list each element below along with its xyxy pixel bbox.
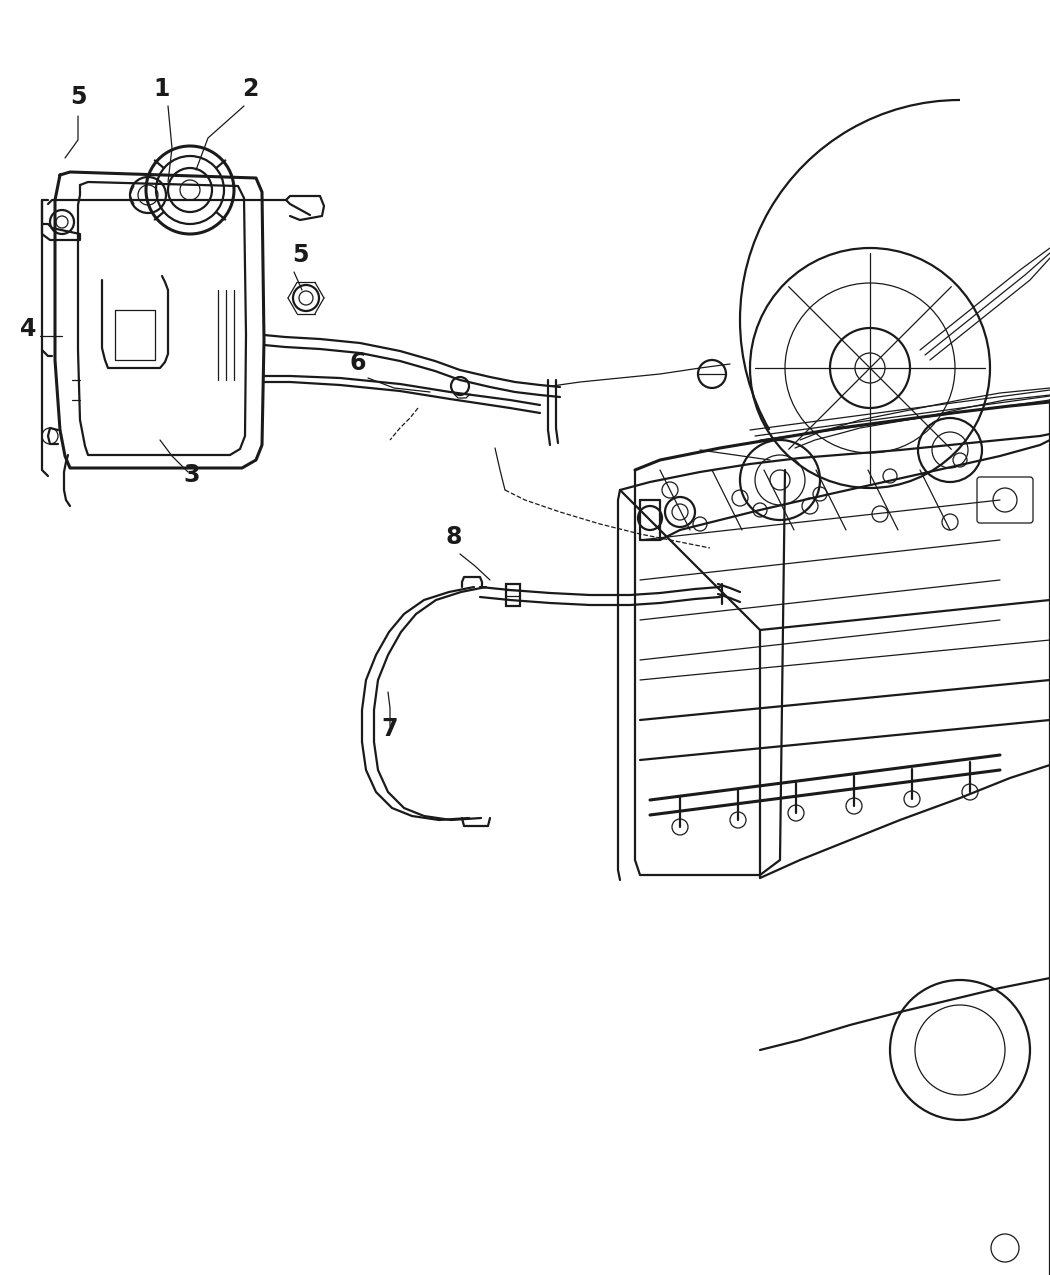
Text: 3: 3	[184, 463, 201, 487]
Text: 8: 8	[446, 525, 462, 550]
Text: 1: 1	[153, 76, 170, 101]
Text: 2: 2	[242, 76, 258, 101]
Text: 5: 5	[292, 244, 309, 266]
Text: 4: 4	[20, 317, 36, 340]
Text: 6: 6	[350, 351, 366, 375]
Bar	[506, 584, 520, 606]
Text: 5: 5	[69, 85, 86, 108]
Text: 7: 7	[382, 717, 398, 741]
Circle shape	[452, 377, 469, 395]
